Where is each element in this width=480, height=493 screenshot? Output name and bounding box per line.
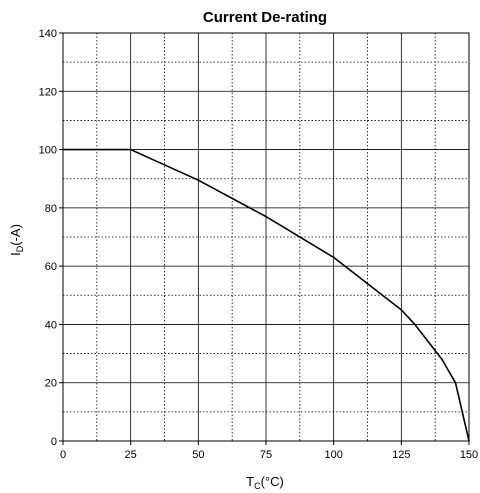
x-tick-label: 100 [324, 449, 342, 461]
y-axis-label-main: I [8, 252, 23, 256]
y-tick-labels: 0 20 40 60 80 100 120 140 [39, 28, 63, 448]
series-layer [63, 148, 470, 442]
y-tick-label: 80 [45, 203, 57, 215]
x-axis-label-main: T [246, 474, 254, 489]
x-axis-label: TC(°C) [246, 474, 284, 491]
x-tick-label: 25 [125, 449, 137, 461]
y-tick-label: 60 [45, 261, 57, 273]
x-tick-label: 125 [392, 449, 410, 461]
y-axis-label-suffix: (-A) [8, 224, 23, 246]
grid [62, 32, 470, 442]
x-tick-labels: 0 25 50 75 100 125 150 [60, 441, 478, 461]
x-tick-label: 50 [192, 449, 204, 461]
y-tick-label: 140 [39, 28, 57, 40]
derating-curve [63, 148, 470, 442]
x-tick-label: 75 [260, 449, 272, 461]
y-axis-label: ID(-A) [8, 224, 25, 256]
x-tick-label: 150 [460, 449, 478, 461]
x-axis-label-suffix: (°C) [261, 474, 284, 489]
y-axis-label-sub: D [15, 245, 25, 252]
y-tick-label: 100 [39, 145, 57, 157]
x-axis-label-sub: C [254, 481, 261, 491]
x-tick-label: 0 [60, 449, 66, 461]
chart-title: Current De-rating [203, 9, 327, 26]
y-tick-label: 0 [51, 436, 57, 448]
y-tick-label: 120 [39, 86, 57, 98]
y-tick-label: 40 [45, 319, 57, 331]
y-tick-label: 20 [45, 378, 57, 390]
